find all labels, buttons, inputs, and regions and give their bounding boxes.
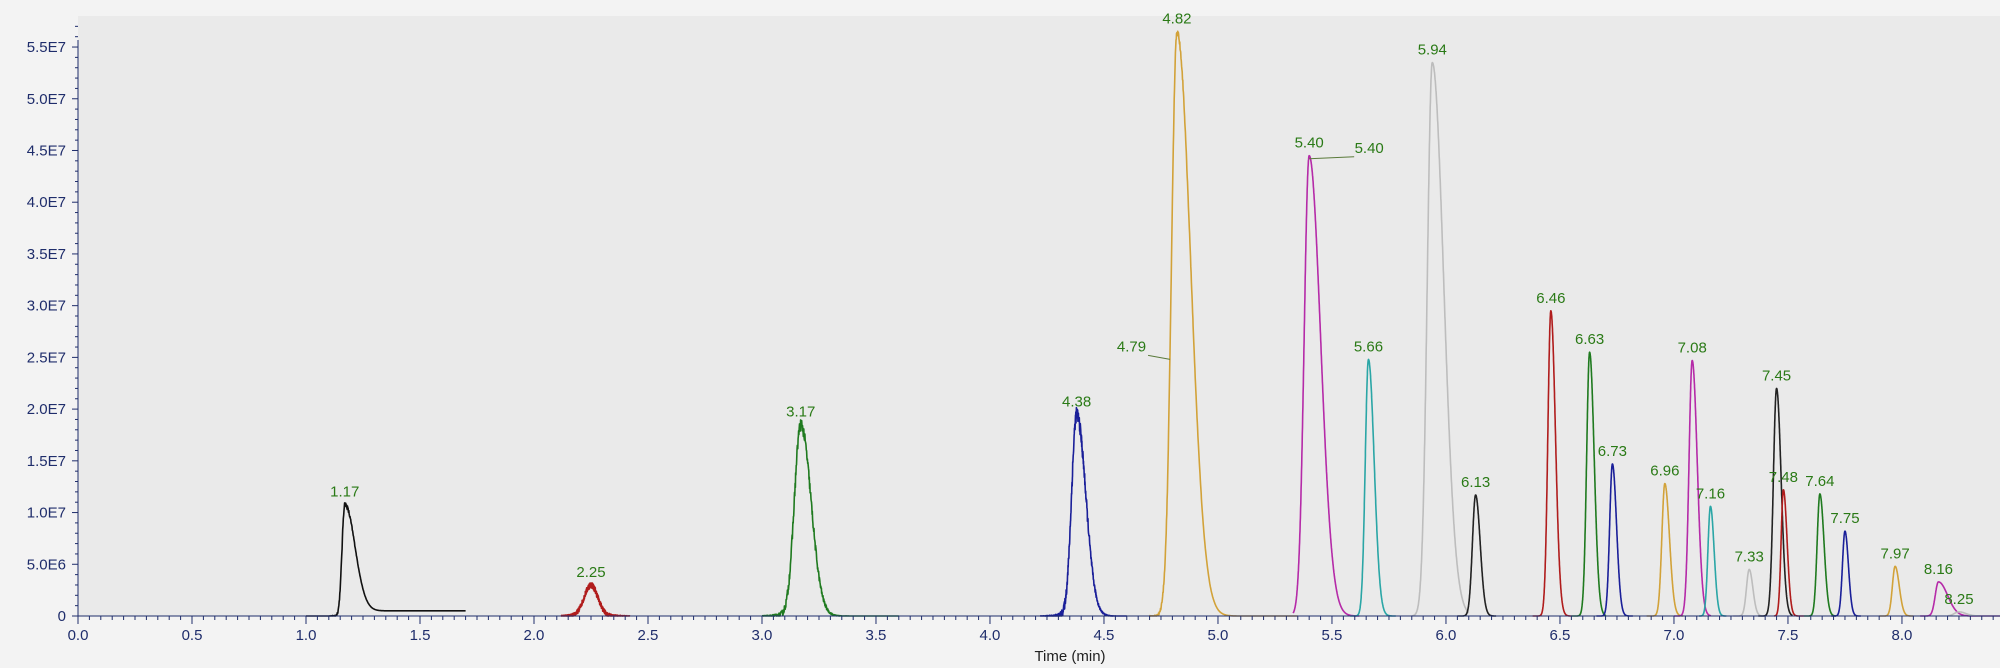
peak-label: 7.08: [1678, 339, 1707, 356]
y-tick-label: 4.5E7: [27, 142, 66, 159]
peak-label: 4.82: [1162, 11, 1191, 28]
peak-label: 8.16: [1924, 561, 1953, 578]
peak-label: 2.25: [576, 564, 605, 581]
peak-label: 5.94: [1418, 42, 1447, 59]
peak-labels: 1.17 2.25 3.17 4.38 4.82 5.40 5.66 5.94 6.13 6.46…: [330, 11, 1973, 608]
x-tick-label: 2.0: [524, 627, 545, 644]
y-tick-label: 0: [58, 608, 66, 625]
y-tick-label: 2.0E7: [27, 401, 66, 418]
peak-label: 6.73: [1598, 443, 1627, 460]
peak-trace: [1673, 359, 1712, 617]
peak-label: 7.16: [1696, 485, 1725, 502]
x-tick-label: 3.5: [866, 627, 887, 644]
x-tick-label: 6.5: [1550, 627, 1571, 644]
y-tick-label: 4.0E7: [27, 194, 66, 211]
peak-label: 8.25: [1944, 591, 1973, 608]
peak-trace: [1292, 154, 1360, 617]
peak-label: 6.46: [1536, 290, 1565, 307]
peak-label: 6.13: [1461, 474, 1490, 491]
peak-label: 7.48: [1769, 469, 1798, 486]
y-ticks: 0 5.0E6 1.0E7 1.5E7 2.0E7 2.5E7 3.0E7 3.5E7 4.0E…: [27, 25, 78, 625]
x-ticks: 0.0 0.5 1.0 1.5 2.0 2.5 3.0 3.5 4.0 4.5 5.0 5.5 6.0 6…: [68, 616, 1994, 644]
peak-label: 5.40: [1295, 135, 1324, 152]
shoulder-label: 4.79: [1117, 338, 1146, 355]
peak-trace: [1349, 358, 1397, 617]
peak-label: 1.17: [330, 483, 359, 500]
peak-label: 7.33: [1735, 548, 1764, 565]
peak-label: 7.97: [1881, 545, 1910, 562]
y-tick-label: 5.0E6: [27, 556, 66, 573]
y-tick-label: 5.0E7: [27, 91, 66, 108]
peak-trace: [1595, 463, 1634, 617]
peak-label: 6.96: [1650, 463, 1679, 480]
peak-label: 4.38: [1062, 393, 1091, 410]
x-tick-label: 8.0: [1892, 627, 1913, 644]
peak-label: 6.63: [1575, 331, 1604, 348]
peak-trace: [1411, 61, 1470, 617]
plot-area: [78, 16, 2000, 616]
x-tick-label: 6.0: [1436, 627, 1457, 644]
x-tick-label: 1.5: [410, 627, 431, 644]
x-tick-label: 7.0: [1664, 627, 1685, 644]
peak-label: 3.17: [786, 404, 815, 421]
y-tick-label: 1.0E7: [27, 505, 66, 522]
x-tick-label: 0.5: [182, 627, 203, 644]
shoulder-label: 5.40: [1355, 140, 1384, 157]
peak-trace: [1830, 530, 1862, 617]
peak-label: 7.45: [1762, 367, 1791, 384]
x-tick-label: 3.0: [752, 627, 773, 644]
x-tick-label: 7.5: [1778, 627, 1799, 644]
peak-label: 7.64: [1805, 473, 1834, 490]
shoulder-leader: [1148, 354, 1171, 360]
x-tick-label: 2.5: [638, 627, 659, 644]
peak-label: 5.66: [1354, 338, 1383, 355]
x-tick-label: 5.0: [1208, 627, 1229, 644]
y-tick-label: 2.5E7: [27, 349, 66, 366]
y-tick-label: 1.5E7: [27, 453, 66, 470]
x-tick-label: 5.5: [1322, 627, 1343, 644]
peak-trace: [1803, 493, 1837, 617]
shoulder-leader: [1309, 156, 1355, 160]
y-tick-label: 3.0E7: [27, 298, 66, 315]
x-tick-label: 4.5: [1094, 627, 1115, 644]
x-tick-label: 0.0: [68, 627, 89, 644]
y-tick-label: 5.5E7: [27, 39, 66, 56]
y-tick-label: 3.5E7: [27, 246, 66, 263]
peak-trace: [1698, 505, 1728, 617]
x-tick-label: 4.0: [980, 627, 1001, 644]
peak-trace: [1757, 387, 1794, 617]
x-axis-title: Time (min): [1034, 648, 1105, 665]
peak-label: 7.75: [1830, 510, 1859, 527]
x-tick-label: 1.0: [296, 627, 317, 644]
axes: [77, 40, 2000, 617]
